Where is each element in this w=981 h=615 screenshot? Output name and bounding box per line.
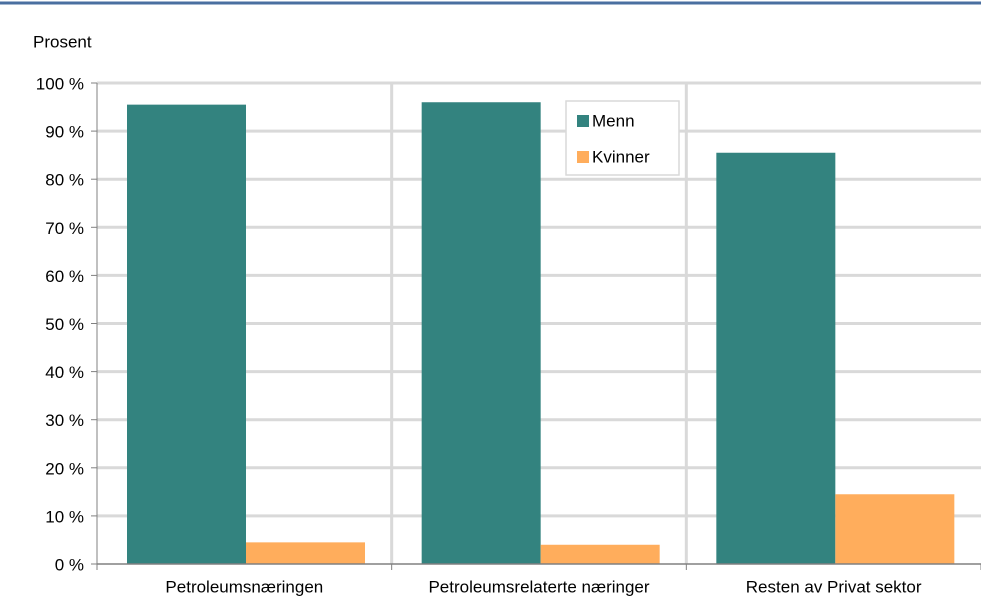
legend-swatch — [577, 151, 589, 163]
axes: 0 % 10 % 20 % 30 % 40 % 50 % 60 % 70 % 80 % 90 % 1… — [36, 74, 981, 596]
y-tick-label: 10 % — [45, 507, 84, 526]
y-tick-label: 90 % — [45, 123, 84, 142]
y-tick-label: 100 % — [36, 74, 84, 93]
y-tick-label: 0 % — [55, 555, 84, 574]
bar — [716, 152, 836, 564]
bar — [246, 542, 365, 564]
y-tick-label: 60 % — [45, 267, 84, 286]
legend-label: Menn — [592, 111, 635, 130]
x-tick-label: Resten av Privat sektor — [746, 577, 922, 596]
legend-label: Kvinner — [592, 147, 650, 166]
bar — [540, 544, 660, 564]
x-tick-label: Petroleumsnæringen — [165, 577, 323, 596]
bars — [127, 102, 955, 565]
bar — [421, 102, 541, 565]
legend-swatch — [577, 115, 589, 127]
y-tick-label: 20 % — [45, 459, 84, 478]
y-tick-label: 30 % — [45, 411, 84, 430]
y-tick-label: 40 % — [45, 363, 84, 382]
x-tick-label: Petroleumsrelaterte næringer — [428, 577, 649, 596]
y-axis-label: Prosent — [33, 32, 92, 51]
y-tick-label: 80 % — [45, 171, 84, 190]
y-tick-label: 50 % — [45, 315, 84, 334]
bar — [127, 104, 246, 565]
y-tick-label: 70 % — [45, 219, 84, 238]
bar — [835, 494, 955, 564]
